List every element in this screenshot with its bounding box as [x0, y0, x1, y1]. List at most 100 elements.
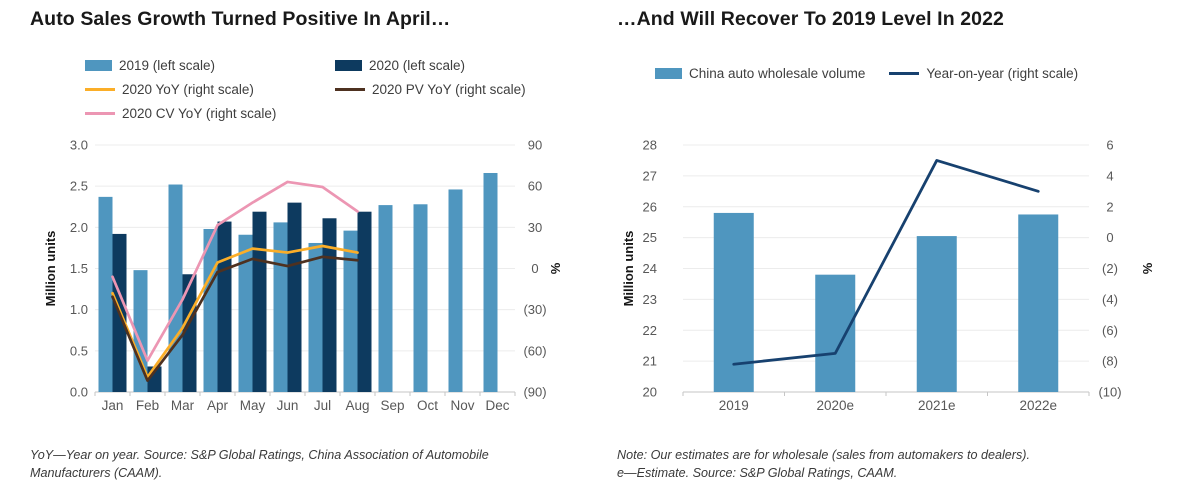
- x-axis-category-label: May: [240, 398, 266, 413]
- legend-line-swatch-icon: [335, 88, 365, 91]
- right-axis-tick-label: 90: [528, 138, 542, 153]
- bar-2019-oct: [413, 204, 428, 392]
- left-axis-tick-label: 26: [643, 199, 657, 214]
- left-axis-tick-label: 1.0: [70, 302, 88, 317]
- right-axis-tick-label: (6): [1102, 323, 1118, 338]
- left-chart-panel: Auto Sales Growth Turned Positive In Apr…: [30, 8, 605, 486]
- right-axis-title: %: [548, 262, 563, 274]
- left-chart: 0.0 0.5 1.0 1.5 2.0 2.5 3.0 (90) (60) (30) 0 30 60 90…: [43, 138, 563, 414]
- right-axis-tick-label: 0: [1106, 230, 1113, 245]
- line-2020-yoy-right-scale-: [111, 244, 359, 379]
- footnote-line: e—Estimate. Source: S&P Global Ratings, …: [617, 465, 898, 480]
- left-axis-tick-label: 21: [643, 354, 657, 369]
- left-axis-tick-label: 20: [643, 385, 657, 400]
- legend-line-swatch-icon: [85, 88, 115, 91]
- right-axis-tick-label: 30: [528, 220, 542, 235]
- x-axis-category-label: Jul: [314, 398, 331, 413]
- line-2020-cv-yoy-right-scale-: [111, 180, 359, 362]
- right-axis-tick-label: (90): [523, 385, 546, 400]
- legend-item: 2019 (left scale): [85, 58, 335, 73]
- bar-2019-dec: [483, 172, 498, 392]
- x-axis-category-label: Feb: [136, 398, 159, 413]
- legend-bar-swatch-icon: [85, 60, 112, 71]
- bar-china-2020e: [815, 274, 856, 392]
- legend-item: Year-on-year (right scale): [889, 66, 1078, 81]
- legend-label: 2019 (left scale): [119, 58, 216, 73]
- bar-2019-jul: [308, 242, 323, 392]
- bar-2020-apr: [217, 221, 232, 392]
- right-axis-tick-label: 60: [528, 179, 542, 194]
- right-axis-tick-label: 0: [531, 261, 538, 276]
- bar-2019-nov: [448, 189, 463, 392]
- x-axis-category-label: Oct: [417, 398, 438, 413]
- legend-item: 2020 YoY (right scale): [85, 82, 335, 97]
- left-axis-tick-label: 3.0: [70, 138, 88, 153]
- footnote-line: YoY—Year on year. Source: S&P Global Rat…: [30, 448, 489, 462]
- legend-label: 2020 YoY (right scale): [122, 82, 254, 97]
- right-chart-panel: …And Will Recover To 2019 Level In 2022 …: [617, 8, 1179, 486]
- right-axis-tick-label: (30): [523, 302, 546, 317]
- right-chart-title: …And Will Recover To 2019 Level In 2022: [617, 8, 1005, 30]
- left-axis-title: Million units: [43, 231, 58, 307]
- bar-2019-sep: [378, 205, 393, 392]
- x-axis-category-label: 2021e: [918, 398, 956, 413]
- x-axis-category-label: 2022e: [1019, 398, 1057, 413]
- left-axis-tick-label: 23: [643, 292, 657, 307]
- legend-item: China auto wholesale volume: [655, 66, 865, 81]
- x-axis-category-label: Aug: [345, 398, 369, 413]
- left-axis-tick-label: 28: [643, 138, 657, 153]
- bar-china-2022e: [1018, 214, 1059, 392]
- x-axis-category-label: Mar: [171, 398, 195, 413]
- legend-label: 2020 PV YoY (right scale): [372, 82, 526, 97]
- bar-2019-may: [238, 234, 253, 392]
- right-axis-tick-label: 6: [1106, 138, 1113, 153]
- bar-china-2021e: [916, 236, 957, 392]
- legend-label: Year-on-year (right scale): [926, 66, 1079, 81]
- bar-2020-mar: [182, 274, 197, 392]
- bar-2019-feb: [133, 270, 148, 392]
- x-axis-category-label: 2019: [719, 398, 749, 413]
- bar-2020-jul: [322, 218, 337, 392]
- left-axis-tick-label: 27: [643, 168, 657, 183]
- x-axis-category-label: Nov: [450, 398, 474, 413]
- right-axis-tick-label: (8): [1102, 354, 1118, 369]
- legend-item: 2020 CV YoY (right scale): [85, 106, 335, 121]
- bar-2019-jun: [273, 222, 288, 392]
- left-axis-tick-label: 1.5: [70, 261, 88, 276]
- left-chart-footnote: YoY—Year on year. Source: S&P Global Rat…: [30, 447, 489, 482]
- bar-2020-aug: [357, 211, 372, 392]
- right-axis-title: %: [1140, 262, 1155, 274]
- left-axis-tick-label: 22: [643, 323, 657, 338]
- bar-2019-mar: [168, 184, 183, 392]
- legend-line-swatch-icon: [85, 112, 115, 115]
- right-axis-tick-label: 2: [1106, 199, 1113, 214]
- legend-bar-swatch-icon: [335, 60, 362, 71]
- x-axis-category-label: Dec: [485, 398, 509, 413]
- x-axis-category-label: Sep: [380, 398, 404, 413]
- x-axis-category-label: 2020e: [816, 398, 854, 413]
- line-2020-pv-yoy-right-scale-: [111, 255, 359, 382]
- left-chart-legend: 2019 (left scale) 2020 (left scale) 2020 Y…: [85, 58, 526, 121]
- x-axis-category-label: Jan: [102, 398, 124, 413]
- legend-label: 2020 (left scale): [369, 58, 466, 73]
- right-chart-footnote: Note: Our estimates are for wholesale (s…: [617, 447, 1030, 482]
- footnote-line: Note: Our estimates are for wholesale (s…: [617, 448, 1030, 462]
- left-axis-title: Million units: [621, 231, 636, 307]
- legend-item: 2020 PV YoY (right scale): [335, 82, 526, 97]
- right-axis-tick-label: (10): [1098, 385, 1121, 400]
- x-axis-category-label: Jun: [277, 398, 299, 413]
- left-axis-tick-label: 2.0: [70, 220, 88, 235]
- left-axis-tick-label: 25: [643, 230, 657, 245]
- left-axis-tick-label: 0.0: [70, 385, 88, 400]
- bar-2019-aug: [343, 230, 358, 392]
- right-chart: 202122232425262728(10)(8)(6)(4)(2)024620…: [621, 138, 1155, 414]
- legend-label: 2020 CV YoY (right scale): [122, 106, 277, 121]
- legend-line-swatch-icon: [889, 72, 920, 75]
- left-axis-tick-label: 0.5: [70, 343, 88, 358]
- bar-2020-may: [252, 211, 267, 392]
- right-axis-tick-label: (60): [523, 343, 546, 358]
- right-chart-legend: China auto wholesale volume Year-on-year …: [655, 66, 1078, 81]
- right-axis-tick-label: 4: [1106, 168, 1113, 183]
- line-year-on-year-right-scale-: [732, 159, 1040, 366]
